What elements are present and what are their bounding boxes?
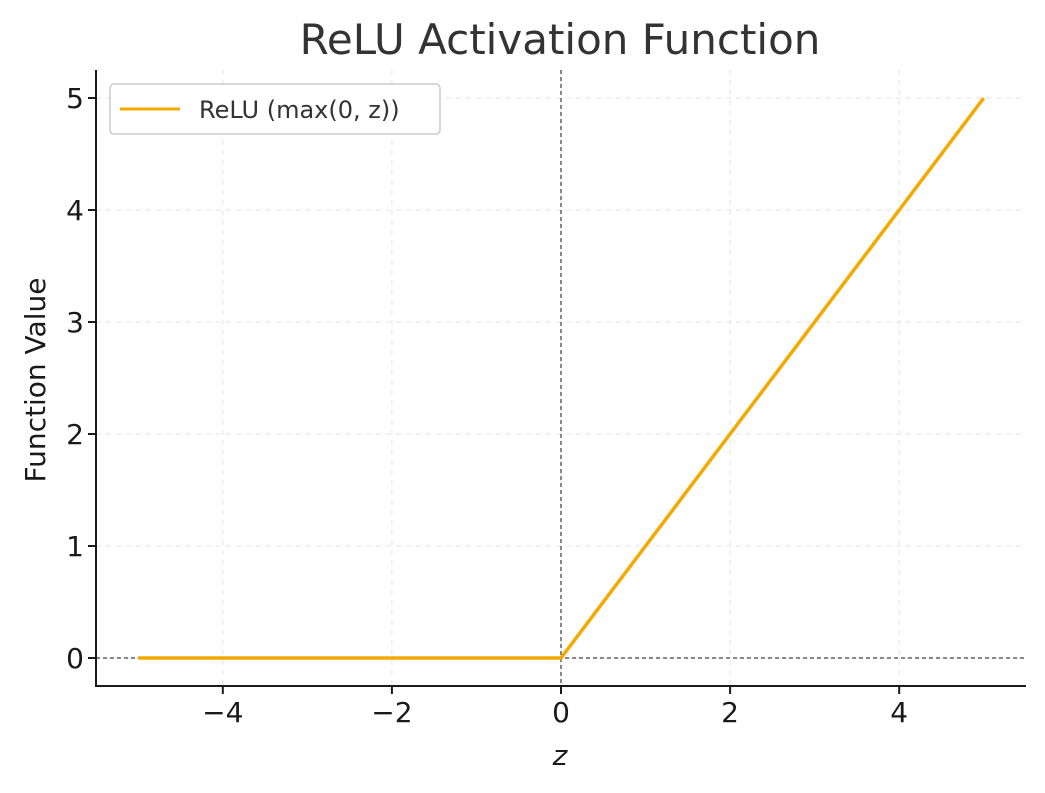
y-tick-label: 4 [66, 194, 84, 227]
y-tick-label: 1 [66, 530, 84, 563]
legend-label: ReLU (max(0, z)) [199, 96, 400, 124]
x-tick-label: −2 [371, 696, 412, 729]
series-layer [138, 96, 986, 660]
x-tick-label: 4 [890, 696, 908, 729]
legend-frame [109, 83, 441, 135]
relu-series-line [138, 96, 986, 660]
y-tick-label: 0 [66, 642, 84, 675]
x-tick-label: 2 [721, 696, 739, 729]
y-tick-label: 5 [66, 82, 84, 115]
y-axis-label: Function Value [19, 278, 52, 483]
legend: ReLU (max(0, z)) [109, 83, 441, 135]
y-tick-label: 3 [66, 306, 84, 339]
y-tick-label: 2 [66, 418, 84, 451]
x-ticks: −4 −2 0 2 4 [202, 686, 908, 729]
x-axis-label: z [552, 739, 569, 772]
y-ticks: 0 1 2 3 4 5 [66, 82, 96, 675]
x-tick-label: 0 [552, 696, 570, 729]
chart-title: ReLU Activation Function [300, 15, 821, 64]
x-tick-label: −4 [202, 696, 243, 729]
